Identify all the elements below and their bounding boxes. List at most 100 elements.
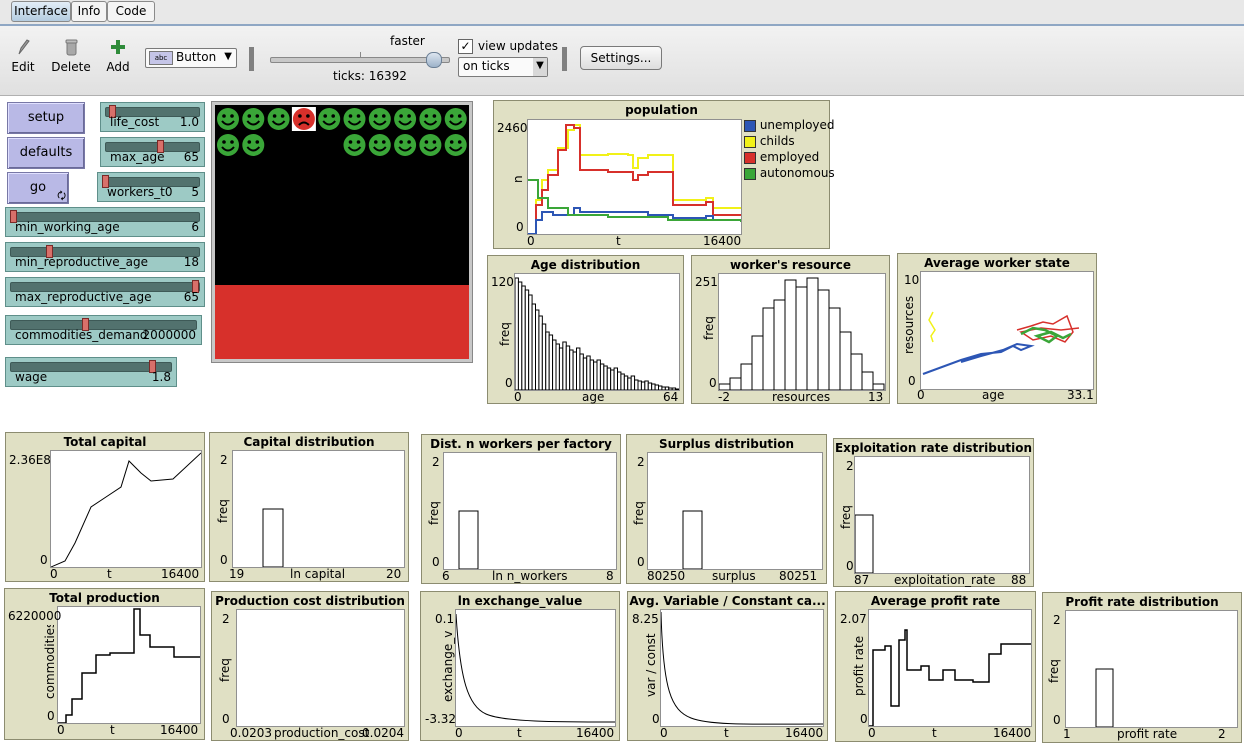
x-max-label: 64 bbox=[663, 390, 679, 404]
tab-info[interactable]: Info bbox=[71, 1, 107, 22]
add-button[interactable]: Add bbox=[102, 38, 134, 78]
slider-thumb[interactable] bbox=[109, 105, 117, 118]
x-max-label: 2 bbox=[1218, 727, 1226, 741]
defaults-button[interactable]: defaults bbox=[7, 137, 85, 169]
histogram-bar bbox=[531, 303, 537, 391]
speed-label: faster bbox=[390, 34, 425, 48]
histogram-bar bbox=[620, 373, 625, 391]
tab-code[interactable]: Code bbox=[107, 1, 155, 22]
slider-min-reproductive-age[interactable]: min_reproductive_age 18 bbox=[5, 242, 205, 272]
plot-canvas bbox=[868, 609, 1032, 727]
slider-thumb[interactable] bbox=[148, 360, 156, 373]
x-min-label: 80250 bbox=[647, 569, 686, 583]
series-line-employed bbox=[528, 124, 741, 235]
slider-wage[interactable]: wage 1.8 bbox=[5, 357, 177, 387]
y-min-label: 0 bbox=[40, 553, 48, 567]
profit-rate-line bbox=[869, 629, 1031, 727]
histogram-bar bbox=[541, 323, 547, 391]
x-max-label: 16400 bbox=[576, 726, 615, 740]
histogram-bar bbox=[610, 369, 615, 391]
slider-max-age[interactable]: max_age 65 bbox=[100, 137, 205, 167]
go-button[interactable]: go 🗘 bbox=[7, 172, 69, 204]
slider-workers-t0[interactable]: workers_t0 5 bbox=[97, 172, 205, 202]
legend-label: autonomous bbox=[759, 166, 835, 180]
happy-face-icon bbox=[242, 134, 265, 156]
capital-line bbox=[50, 452, 202, 568]
histogram-bar bbox=[630, 375, 636, 391]
update-mode-dropdown[interactable]: on ticks ▼ bbox=[458, 57, 548, 77]
histogram-bar bbox=[658, 385, 663, 391]
plot-canvas bbox=[660, 609, 824, 727]
x-max-label: 20 bbox=[386, 567, 402, 581]
plot-workers-per-factory: Dist. n workers per factory 2 0 6 ln n_w… bbox=[421, 434, 621, 584]
slider-thumb[interactable] bbox=[46, 245, 54, 258]
widget-type-dropdown[interactable]: abc Button ▼ bbox=[145, 48, 237, 68]
profit-line bbox=[869, 629, 1031, 727]
histogram-bar bbox=[582, 357, 588, 391]
y-min-label: 0 bbox=[222, 712, 230, 726]
sad-face-icon bbox=[291, 107, 316, 131]
histogram-bar bbox=[839, 331, 852, 391]
x-min-label: 0 bbox=[660, 726, 668, 740]
slider-thumb[interactable] bbox=[157, 140, 165, 153]
button-widget-icon: abc bbox=[149, 51, 173, 65]
delete-button[interactable]: Delete bbox=[50, 38, 92, 78]
var-const-line bbox=[660, 611, 824, 725]
exchange-value-line bbox=[455, 613, 616, 723]
world-view[interactable] bbox=[215, 105, 469, 359]
x-min-label: 0 bbox=[527, 234, 535, 248]
legend-item: unemployed bbox=[744, 118, 835, 134]
plot-exchange-value: ln exchange_value 0.1 -3.32 0 t 16400 ex… bbox=[420, 591, 620, 741]
chevron-down-icon: ▼ bbox=[224, 51, 232, 62]
series-line-autonomous bbox=[528, 179, 742, 222]
plot-canvas bbox=[514, 273, 680, 391]
happy-face-icon bbox=[394, 108, 417, 130]
x-axis-label: t bbox=[932, 726, 937, 740]
slider-life-cost[interactable]: life_cost 1.0 bbox=[100, 102, 205, 132]
histogram-bar bbox=[555, 343, 560, 391]
slider-min-working-age[interactable]: min_working_age 6 bbox=[5, 207, 205, 237]
slider-commodities-demand[interactable]: commodities_demand 2000000 bbox=[5, 315, 202, 345]
histogram-bar bbox=[579, 353, 584, 391]
histogram-bar bbox=[854, 514, 874, 574]
y-min-label: 0 bbox=[652, 712, 660, 726]
y-axis-label: profit rate bbox=[852, 635, 866, 696]
slider-max-reproductive-age[interactable]: max_reproductive_age 65 bbox=[5, 277, 205, 307]
y-max-label: 251 bbox=[695, 275, 718, 289]
y-axis-label: freq bbox=[427, 501, 441, 525]
tab-interface[interactable]: Interface bbox=[11, 1, 71, 22]
toolbar-divider bbox=[562, 47, 567, 71]
y-max-label: 2 bbox=[637, 455, 645, 469]
histogram-bar bbox=[524, 289, 530, 391]
setup-button[interactable]: setup bbox=[7, 102, 85, 134]
legend-item: employed bbox=[744, 150, 835, 166]
slider-thumb[interactable] bbox=[81, 318, 89, 331]
plot-profit-rate-distribution: Profit rate distribution 2 0 1 profit ra… bbox=[1042, 592, 1242, 743]
y-axis-label: exchange_v bbox=[441, 630, 455, 702]
exploitation-histogram bbox=[854, 514, 874, 574]
speed-slider[interactable] bbox=[270, 57, 450, 63]
happy-face-icon bbox=[343, 134, 366, 156]
y-min-label: 0 bbox=[846, 559, 854, 573]
slider-thumb[interactable] bbox=[192, 280, 199, 293]
plot-title: ln exchange_value bbox=[457, 594, 583, 608]
happy-face-icon bbox=[318, 108, 341, 130]
view-updates-checkbox[interactable]: ✓ bbox=[458, 39, 473, 54]
histogram-bar bbox=[795, 286, 808, 391]
x-axis-label: t bbox=[517, 726, 522, 740]
x-min-label: 0 bbox=[50, 567, 58, 581]
x-max-label: 16400 bbox=[703, 234, 742, 248]
delete-label: Delete bbox=[51, 60, 91, 74]
pencil-icon bbox=[18, 39, 30, 55]
histogram-bar bbox=[558, 347, 564, 391]
settings-button[interactable]: Settings... bbox=[580, 46, 662, 70]
speed-slider-thumb[interactable] bbox=[425, 52, 442, 68]
slider-name: max_age bbox=[110, 150, 165, 164]
histogram-bar bbox=[861, 371, 874, 391]
happy-face-icon bbox=[419, 108, 442, 130]
slider-thumb[interactable] bbox=[102, 175, 109, 188]
plot-canvas bbox=[647, 452, 823, 570]
histogram-bar bbox=[817, 289, 830, 391]
edit-button[interactable]: Edit bbox=[8, 38, 38, 78]
slider-thumb[interactable] bbox=[10, 210, 17, 223]
